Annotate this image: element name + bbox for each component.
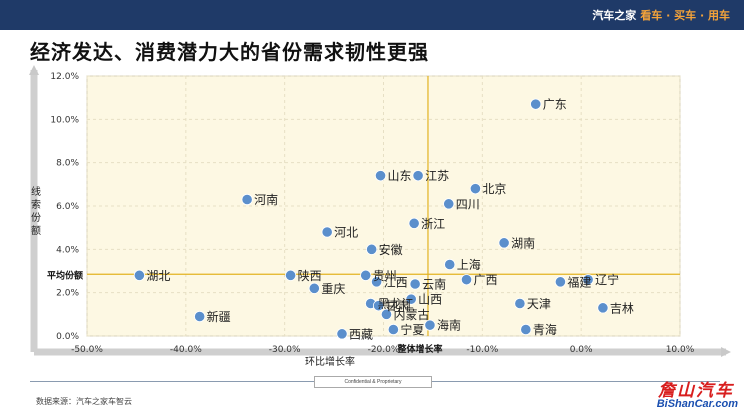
data-points (133, 98, 609, 340)
data-point-吉林 (597, 302, 609, 314)
data-point-河北 (321, 226, 333, 238)
data-label-江西: 江西 (384, 275, 408, 289)
data-label-海南: 海南 (437, 318, 461, 333)
y-tick-label: 6.0% (56, 202, 79, 212)
data-point-北京 (469, 183, 482, 195)
data-label-贵州: 贵州 (373, 269, 397, 283)
data-point-西藏 (336, 328, 348, 340)
brand-logo: 汽车之家 看车 · 买车 · 用车 (592, 7, 730, 23)
data-label-陕西: 陕西 (298, 268, 322, 283)
x-tick-label: 10.0% (666, 345, 695, 355)
page-title: 经济发达、消费潜力大的省份需求韧性更强 (30, 40, 429, 64)
data-label-山东: 山东 (388, 169, 412, 183)
data-label-天津: 天津 (527, 297, 551, 311)
data-label-西藏: 西藏 (349, 327, 373, 341)
data-label-河南: 河南 (254, 192, 278, 207)
x-tick-label: -40.0% (170, 345, 202, 355)
data-point-河南 (241, 193, 253, 206)
data-point-新疆 (194, 310, 206, 323)
data-point-江苏 (412, 170, 424, 182)
data-label-湖南: 湖南 (511, 235, 535, 250)
y-tick-label: 4.0% (56, 245, 79, 255)
data-label-山西: 山西 (418, 293, 442, 307)
data-label-宁夏: 宁夏 (400, 322, 424, 337)
data-point-天津 (514, 297, 526, 310)
data-point-湖南 (498, 237, 510, 249)
data-point-湖北 (133, 269, 145, 281)
x-tick-label: 0.0% (570, 345, 593, 355)
data-label-甘肃: 甘肃 (386, 299, 410, 313)
overall-growth-label: 整体增长率 (396, 343, 442, 355)
data-point-山东 (374, 170, 387, 182)
data-label-广东: 广东 (543, 98, 567, 112)
watermark-cn: 詹山汽车 (658, 381, 734, 401)
data-point-重庆 (308, 282, 320, 294)
data-label-浙江: 浙江 (421, 217, 445, 231)
data-label-安徽: 安徽 (379, 242, 403, 257)
data-point-山西 (405, 293, 417, 305)
data-label-上海: 上海 (457, 257, 481, 272)
y-axis-title: 线索份额 (31, 185, 41, 237)
y-tick-label: 0.0% (56, 332, 79, 342)
data-label-重庆: 重庆 (321, 282, 345, 296)
data-label-四川: 四川 (456, 197, 480, 211)
data-label-福建: 福建 (567, 274, 591, 289)
axis-titles: 环比增长率 线索份额 (31, 185, 355, 368)
watermark-logo: 詹山汽车 BiShanCar.com (626, 376, 738, 414)
y-tick-label: 2.0% (56, 289, 79, 299)
x-axis-title: 环比增长率 (305, 355, 355, 368)
data-label-湖北: 湖北 (146, 268, 170, 283)
data-label-云南: 云南 (422, 277, 446, 292)
gridlines (86, 75, 681, 337)
y-tick-label: 8.0% (56, 159, 79, 169)
data-point-海南 (424, 319, 436, 331)
data-point-云南 (409, 278, 421, 290)
data-point-福建 (554, 276, 567, 288)
y-tick-label: 12.0% (50, 72, 79, 82)
data-point-陕西 (284, 269, 297, 281)
avg-share-label: 平均份额 (47, 269, 83, 281)
data-label-江苏: 江苏 (425, 169, 449, 183)
x-tick-label: -20.0% (368, 345, 400, 355)
brand-name: 汽车之家 (592, 9, 637, 22)
data-point-青海 (520, 323, 532, 336)
data-point-宁夏 (387, 323, 399, 336)
data-point-安徽 (366, 243, 378, 255)
data-label-吉林: 吉林 (610, 301, 634, 315)
data-label-广西: 广西 (474, 273, 498, 287)
data-point-辽宁 (582, 274, 594, 286)
data-label-内蒙古: 内蒙古 (393, 307, 429, 322)
y-tick-label: 10.0% (50, 115, 79, 125)
data-point-浙江 (408, 217, 420, 229)
data-label-河北: 河北 (334, 226, 358, 240)
x-tick-label: -10.0% (466, 345, 498, 355)
axis-ticks: -50.0% -40.0% -30.0% -20.0% -10.0% 0.0% 10.0% 0… (50, 72, 694, 355)
data-point-江西 (370, 276, 383, 288)
x-tick-label: -30.0% (269, 345, 301, 355)
confidential-badge: Confidential & Proprietary (314, 376, 432, 388)
data-point-甘肃 (372, 300, 385, 312)
data-label-青海: 青海 (533, 322, 557, 337)
data-label-新疆: 新疆 (207, 309, 231, 324)
brand-tagline: 看车 · 买车 · 用车 (640, 9, 730, 22)
data-source: 数据来源：汽车之家车智云 (36, 397, 132, 406)
top-bar: 汽车之家 看车 · 买车 · 用车 (0, 0, 744, 30)
data-point-贵州 (360, 269, 372, 281)
watermark-en: BiShanCar.com (656, 398, 738, 410)
data-label-黑龙江: 黑龙江 (378, 297, 414, 311)
data-point-四川 (443, 198, 455, 210)
data-label-北京: 北京 (482, 182, 506, 196)
axis-arrows (29, 65, 731, 357)
data-point-内蒙古 (380, 308, 393, 320)
data-label-辽宁: 辽宁 (595, 272, 619, 287)
data-point-广西 (460, 274, 473, 286)
data-point-广东 (530, 98, 542, 110)
x-tick-label: -50.0% (71, 345, 103, 355)
data-point-上海 (444, 258, 456, 271)
